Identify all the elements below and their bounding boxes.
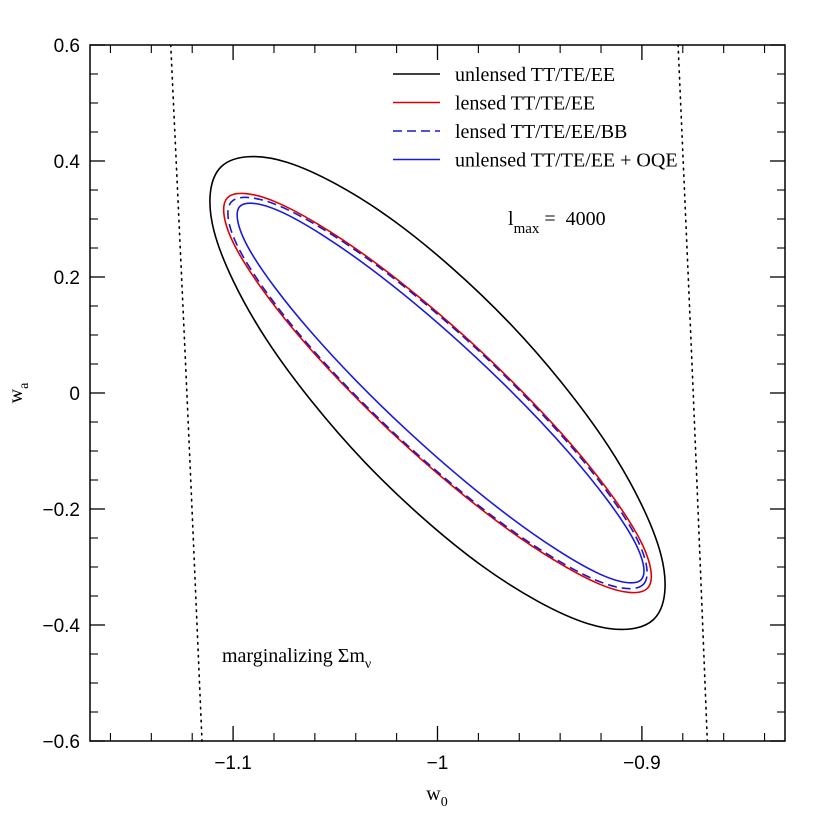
annotation-sub: max — [514, 221, 540, 237]
contour — [222, 192, 653, 594]
annotation-text: l — [508, 208, 514, 230]
y-tick-label: −0.2 — [42, 500, 80, 521]
annotation-sub: ν — [365, 657, 371, 672]
contour — [209, 155, 666, 631]
contour — [236, 202, 645, 584]
legend-label: unlensed TT/TE/EE — [455, 64, 615, 86]
y-tick-label: 0 — [69, 384, 80, 405]
y-tick-label: 0.6 — [54, 36, 80, 57]
annotation-text: marginalizing Σm — [222, 645, 365, 667]
y-tick-label: −0.6 — [42, 732, 80, 753]
y-tick-label: −0.4 — [42, 616, 80, 637]
annotation-tail: = 4000 — [539, 208, 605, 230]
y-axis-label: wa — [5, 382, 32, 403]
y-label-sub: a — [17, 382, 32, 389]
dotted-curve — [677, 44, 709, 742]
annotation: lmax = 4000 — [508, 208, 606, 237]
contour — [227, 196, 648, 590]
plot-frame — [89, 44, 786, 742]
y-tick-label: 0.4 — [54, 152, 81, 173]
legend-label: lensed TT/TE/EE/BB — [455, 121, 627, 143]
x-label-sub: 0 — [441, 795, 448, 810]
x-tick-label: −1.1 — [214, 753, 252, 774]
x-tick-label: −1 — [427, 753, 449, 774]
y-tick-label: 0.2 — [54, 268, 80, 289]
x-axis-label: w0 — [426, 783, 447, 810]
legend-label: lensed TT/TE/EE — [455, 93, 595, 115]
annotation: marginalizing Σmν — [222, 645, 371, 672]
y-label-main: w — [5, 388, 27, 403]
legend-label: unlensed TT/TE/EE + OQE — [455, 150, 678, 172]
x-label-main: w — [426, 783, 441, 805]
x-tick-label: −0.9 — [623, 753, 661, 774]
dotted-curve — [169, 44, 203, 742]
